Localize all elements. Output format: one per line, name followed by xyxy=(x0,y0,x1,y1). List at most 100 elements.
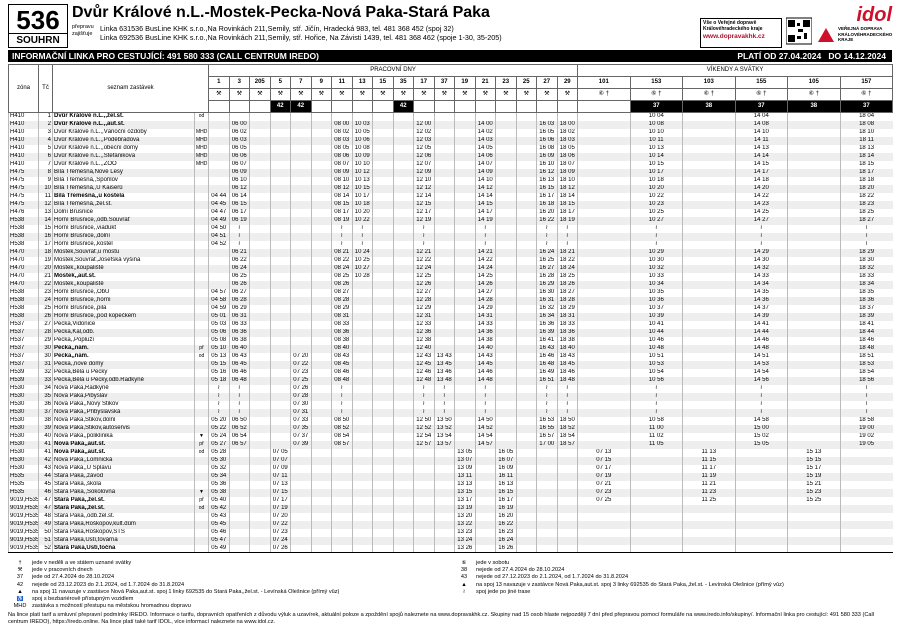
departure-time: 08 46 xyxy=(331,368,353,377)
empty-cell xyxy=(577,416,631,425)
empty-cell xyxy=(193,168,209,177)
empty-cell xyxy=(269,120,291,129)
empty-cell xyxy=(392,512,414,521)
empty-cell xyxy=(577,288,631,297)
stop-number: 11 xyxy=(38,192,53,201)
departure-time: 14 39 xyxy=(734,312,788,321)
departure-time: 10 20 xyxy=(629,184,683,193)
departure-time: 18 10 xyxy=(556,176,578,185)
departure-time: 11 19 xyxy=(682,472,736,481)
stop-flag: MHD xyxy=(193,136,209,145)
empty-cell xyxy=(269,168,291,177)
empty-cell xyxy=(495,144,517,153)
departure-time: 16 30 xyxy=(536,288,558,297)
zone: 9019,H535 xyxy=(8,544,39,553)
empty-cell xyxy=(454,432,476,441)
empty-cell xyxy=(310,472,332,481)
empty-cell xyxy=(392,184,414,193)
empty-cell xyxy=(474,496,496,505)
trip-days: ⑥ † xyxy=(682,88,736,101)
departure-time: 10 15 xyxy=(351,184,373,193)
departure-time: 05 13 xyxy=(208,352,230,361)
empty-cell xyxy=(372,304,394,313)
stop-name: Nová Paka,,U Splavu xyxy=(52,464,195,473)
empty-cell xyxy=(682,224,736,233)
trip-days: ⚒ xyxy=(249,88,271,101)
empty-cell xyxy=(290,296,312,305)
departure-time: 08 54 xyxy=(331,432,353,441)
departure-time: 15 21 xyxy=(787,480,841,489)
stop-row: H530 41 Nová Paka,,aut.st. př 05 27 06 57 07 3… xyxy=(8,440,893,449)
empty-cell xyxy=(433,456,455,465)
departure-time: ≀ xyxy=(556,392,578,401)
empty-cell xyxy=(682,264,736,273)
empty-cell xyxy=(577,168,631,177)
empty-cell xyxy=(682,168,736,177)
departure-time: 14 22 xyxy=(474,256,496,265)
empty-cell xyxy=(454,120,476,129)
empty-cell xyxy=(290,264,312,273)
empty-cell xyxy=(372,208,394,217)
departure-time: ≀ xyxy=(208,400,230,409)
empty-cell xyxy=(269,264,291,273)
departure-time: 11 21 xyxy=(682,480,736,489)
stop-name: Dvůr Králové n.L.,,obecní domy xyxy=(52,144,195,153)
empty-cell xyxy=(734,448,788,457)
departure-time: 18 30 xyxy=(839,256,893,265)
empty-cell xyxy=(208,160,230,169)
departure-time: ≀ xyxy=(734,232,788,241)
empty-cell xyxy=(249,160,271,169)
empty-cell xyxy=(556,520,578,529)
stop-name: Bílá Třemešná,,u kostela xyxy=(52,192,195,201)
legend-item: ⚒ jede v pracovních dnech xyxy=(8,567,448,574)
empty-cell xyxy=(577,128,631,137)
empty-cell xyxy=(351,536,373,545)
empty-cell xyxy=(193,480,209,489)
empty-cell xyxy=(193,544,209,553)
departure-time: 07 39 xyxy=(290,440,312,449)
stop-name: Nová Paka,,Nový Štikov xyxy=(52,400,195,409)
stop-row: H537 27 Pecka,Vidonice 05 03 06 33 08 33 12 33… xyxy=(8,320,893,329)
empty-cell xyxy=(193,296,209,305)
empty-cell xyxy=(208,264,230,273)
departure-time: 13 26 xyxy=(454,544,476,553)
trip-days: ⚒ xyxy=(269,88,292,101)
departure-time: 07 30 xyxy=(290,400,312,409)
departure-time: 13 23 xyxy=(454,528,476,537)
empty-cell xyxy=(372,448,394,457)
empty-cell xyxy=(290,312,312,321)
empty-cell xyxy=(495,296,517,305)
departure-time: 06 07 xyxy=(228,160,250,169)
stop-number: 5 xyxy=(38,144,53,153)
empty-cell xyxy=(787,424,841,433)
departure-time: 13 11 xyxy=(454,472,476,481)
empty-cell xyxy=(577,248,631,257)
empty-cell xyxy=(413,504,435,513)
departure-time: 06 50 xyxy=(228,416,250,425)
departure-time: 18 06 xyxy=(556,152,578,161)
departure-time: 04 51 xyxy=(208,232,230,241)
empty-cell xyxy=(433,448,455,457)
empty-cell xyxy=(351,456,373,465)
departure-time: 12 43 xyxy=(413,352,435,361)
legend-sign: ⑥ xyxy=(461,560,467,566)
departure-time: 04 44 xyxy=(208,192,230,201)
stop-number: 4 xyxy=(38,136,53,145)
departure-time: 07 22 xyxy=(269,520,291,529)
empty-cell xyxy=(433,528,455,537)
legend-text: spoj jede po jiné trase xyxy=(476,588,531,595)
empty-cell xyxy=(310,520,332,529)
departure-time: 04 59 xyxy=(208,304,230,313)
empty-cell xyxy=(249,440,271,449)
empty-cell xyxy=(413,496,435,505)
empty-cell xyxy=(577,240,631,249)
zone: H530 xyxy=(8,416,39,425)
departure-time: 14 48 xyxy=(734,344,788,353)
empty-cell xyxy=(515,344,537,353)
departure-time: 08 40 xyxy=(331,344,353,353)
departure-time: 07 13 xyxy=(577,448,631,457)
empty-cell xyxy=(454,248,476,257)
departure-time: 12 45 xyxy=(413,360,435,369)
empty-cell xyxy=(433,296,455,305)
